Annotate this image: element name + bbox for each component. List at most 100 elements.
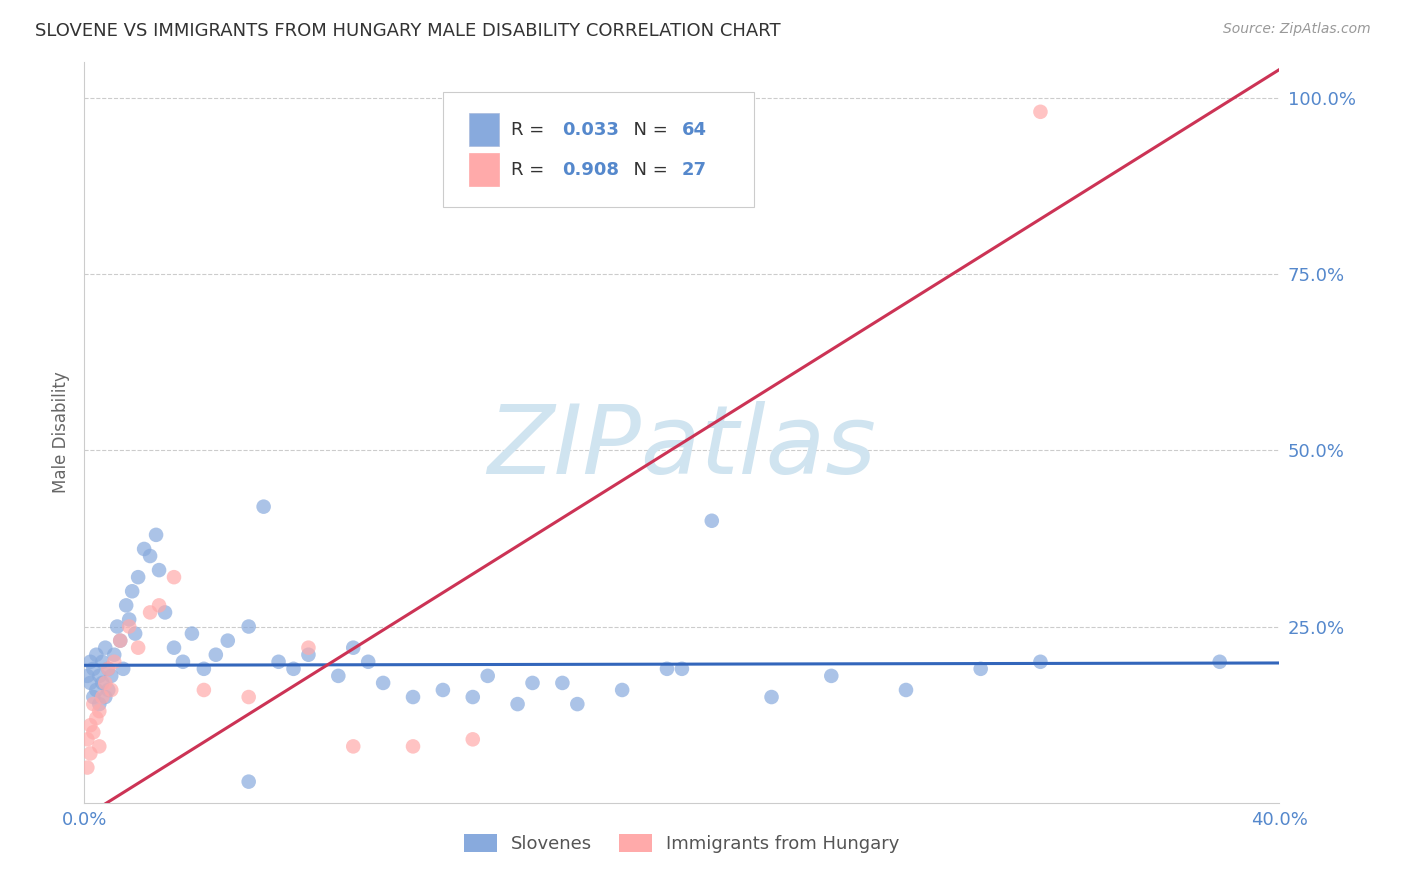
Point [820,669,842,683]
Point [671,662,693,676]
Point [163,640,186,655]
Point [153,606,176,620]
Point [761,690,783,704]
Point [115,599,138,613]
Point [97,683,120,698]
Point [342,739,364,754]
Point [79,676,101,690]
Point [1029,655,1052,669]
FancyBboxPatch shape [470,112,499,146]
Text: Source: ZipAtlas.com: Source: ZipAtlas.com [1223,22,1371,37]
Point [193,662,215,676]
Point [127,570,149,584]
Point [89,697,111,711]
Point [110,633,132,648]
Point [112,662,135,676]
Point [139,606,162,620]
FancyBboxPatch shape [470,153,499,186]
Point [97,662,120,676]
Point [118,619,141,633]
Point [172,655,194,669]
Text: 27: 27 [682,161,707,178]
Point [82,690,104,704]
Point [94,690,117,704]
Point [91,676,114,690]
Point [79,718,101,732]
Text: SLOVENE VS IMMIGRANTS FROM HUNGARY MALE DISABILITY CORRELATION CHART: SLOVENE VS IMMIGRANTS FROM HUNGARY MALE … [35,22,780,40]
Point [103,648,125,662]
Point [127,640,149,655]
Text: 64: 64 [682,120,707,139]
Point [373,676,395,690]
Point [100,683,122,698]
Point [89,669,111,683]
Point [357,655,380,669]
Point [894,683,917,698]
Point [82,725,104,739]
Point [132,541,156,556]
Text: 0.033: 0.033 [562,120,619,139]
Point [193,683,215,698]
Y-axis label: Male Disability: Male Disability [52,372,70,493]
Point [283,662,305,676]
Point [76,760,98,774]
Point [217,633,239,648]
Point [522,676,544,690]
Point [432,683,454,698]
Point [82,662,104,676]
Point [148,563,170,577]
Point [103,655,125,669]
Point [121,584,143,599]
Point [267,655,290,669]
Point [1209,655,1232,669]
Point [76,669,98,683]
Point [94,676,117,690]
Text: N =: N = [623,120,673,139]
Point [205,648,228,662]
Point [110,633,132,648]
Point [551,676,574,690]
Point [89,739,111,754]
Point [612,683,634,698]
Point [145,528,167,542]
Point [461,732,484,747]
Point [79,655,101,669]
Point [91,655,114,669]
Point [100,669,122,683]
Text: 0.908: 0.908 [562,161,620,178]
Point [297,648,319,662]
Point [700,514,723,528]
Point [148,599,170,613]
Point [82,697,104,711]
Point [567,697,589,711]
Text: ZIPatlas: ZIPatlas [488,401,876,494]
Point [105,619,128,633]
Point [86,648,108,662]
Point [253,500,276,514]
Point [402,690,425,704]
Point [328,669,350,683]
Point [402,739,425,754]
Legend: Slovenes, Immigrants from Hungary: Slovenes, Immigrants from Hungary [457,827,907,861]
Point [89,704,111,718]
Point [79,747,101,761]
Point [76,732,98,747]
Point [477,669,499,683]
Point [118,612,141,626]
Text: R =: R = [510,161,550,178]
Point [655,662,678,676]
Point [238,690,260,704]
Point [506,697,529,711]
Point [297,640,319,655]
Point [139,549,162,563]
Point [461,690,484,704]
Point [238,774,260,789]
Point [94,640,117,655]
Point [86,711,108,725]
Point [238,619,260,633]
Text: R =: R = [510,120,550,139]
Point [970,662,993,676]
Text: N =: N = [623,161,673,178]
Point [97,662,120,676]
Point [91,690,114,704]
